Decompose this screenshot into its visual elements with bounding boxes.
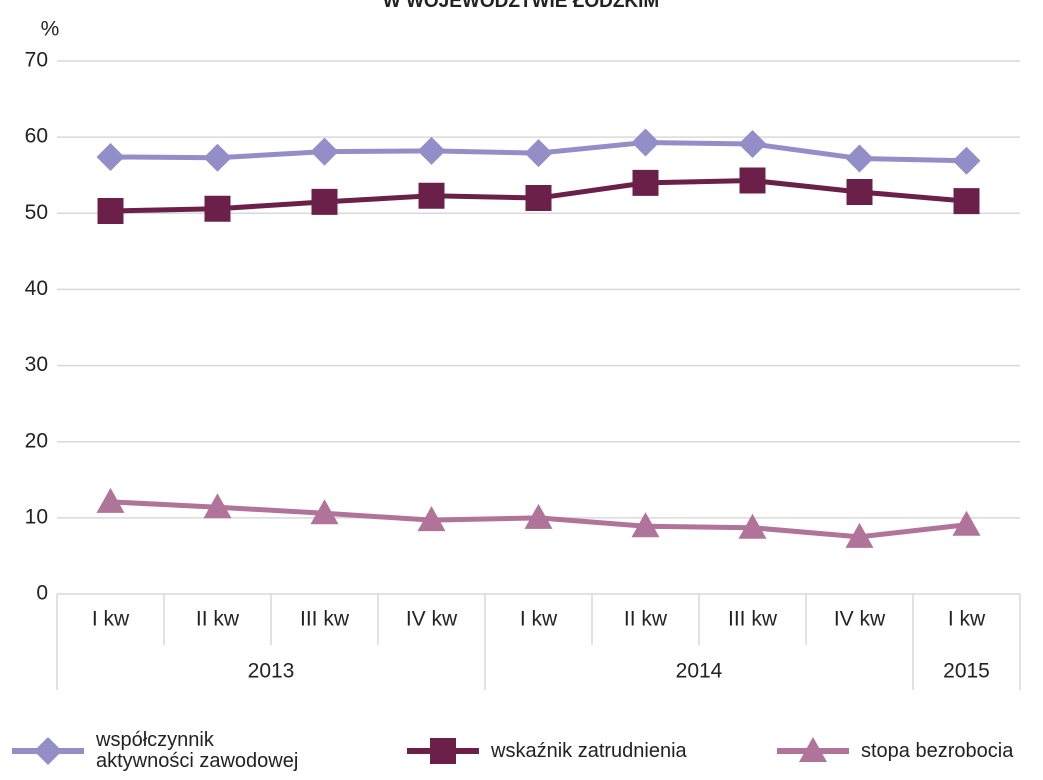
square-marker (632, 169, 659, 196)
square-marker (204, 195, 231, 222)
legend-label: współczynnik aktywności zawodowej (96, 729, 299, 772)
square-marker (418, 182, 445, 209)
triangle-marker (845, 522, 874, 548)
diamond-marker (96, 142, 125, 171)
diamond-marker (203, 143, 232, 172)
x-tick-label: III kw (300, 608, 350, 631)
diamond-marker (952, 146, 981, 175)
diamond-marker (738, 129, 767, 158)
triangle-marker (203, 493, 232, 519)
legend-symbol (407, 738, 479, 764)
x-tick-label: III kw (728, 608, 778, 631)
x-tick-label: I kw (92, 608, 130, 631)
group-label: 2015 (943, 660, 990, 683)
y-tick-label: 20 (25, 429, 48, 452)
square-marker (846, 178, 873, 205)
y-tick-label: 50 (25, 201, 48, 224)
diamond-marker (34, 737, 62, 765)
square-marker (525, 185, 552, 212)
y-tick-label: 0 (36, 582, 48, 605)
chart-title: W WOJEWÓDZTWIE ŁÓDZKIM (383, 0, 660, 12)
x-tick-label: II kw (624, 608, 668, 631)
square-marker (311, 188, 338, 215)
triangle-marker (631, 512, 660, 538)
legend-label: stopa bezrobocia (861, 739, 1014, 762)
triangle-marker (952, 510, 981, 536)
legend-symbol (777, 737, 849, 762)
y-tick-label: 70 (25, 49, 48, 72)
legend: współczynnik aktywności zawodowej wskaźni… (0, 722, 1043, 780)
triangle-marker (524, 503, 553, 529)
triangle-marker (799, 737, 827, 762)
legend-item: stopa bezrobocia (775, 722, 1013, 780)
diamond-marker (417, 136, 446, 165)
group-label: 2014 (676, 660, 723, 683)
x-tick-label: I kw (520, 608, 558, 631)
square-marker (430, 738, 456, 764)
y-tick-label: 30 (25, 353, 48, 376)
x-tick-label: I kw (948, 608, 986, 631)
chart: W WOJEWÓDZTWIE ŁÓDZKIM % 0 10 20 30 40 50 60 70… (25, 0, 1021, 690)
diamond-marker (631, 128, 660, 157)
group-label: 2013 (248, 660, 295, 683)
x-tick-label: IV kw (834, 608, 886, 631)
triangle-marker (96, 487, 125, 513)
square-marker (97, 198, 124, 225)
triangle-marker (310, 499, 339, 525)
legend-item: współczynnik aktywności zawodowej (10, 722, 298, 780)
diamond-marker (310, 137, 339, 166)
y-tick-label: 10 (25, 505, 48, 528)
y-tick-label: 40 (25, 277, 48, 300)
diamond-marker (845, 144, 874, 173)
x-tick-label: IV kw (406, 608, 458, 631)
y-axis-label: % (41, 18, 60, 41)
legend-label: wskaźnik zatrudnienia (491, 739, 687, 762)
triangle-marker (417, 506, 446, 532)
legend-symbol (12, 737, 84, 765)
diamond-marker (524, 139, 553, 168)
triangle-marker (738, 513, 767, 539)
square-marker (953, 188, 980, 215)
square-marker (739, 167, 766, 194)
y-tick-label: 60 (25, 125, 48, 148)
legend-item: wskaźnik zatrudnienia (405, 722, 687, 780)
x-tick-label: II kw (196, 608, 240, 631)
